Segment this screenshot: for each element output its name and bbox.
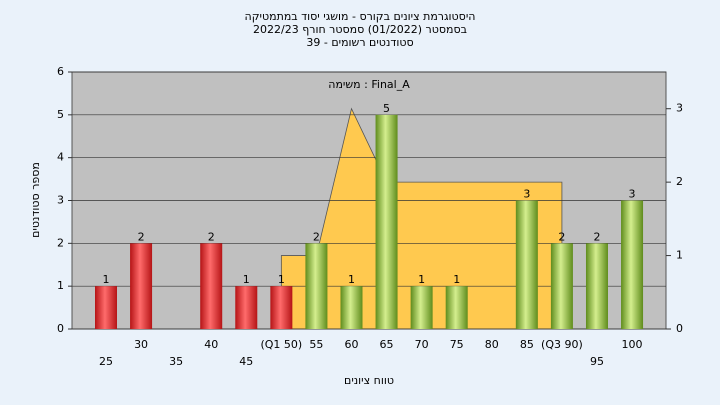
bar (445, 286, 468, 329)
y2-tick-label: 3 (676, 102, 683, 115)
value-label: 1 (103, 273, 110, 286)
value-label: 1 (418, 273, 425, 286)
value-label: 3 (629, 188, 636, 201)
x-tick-label: 35 (169, 355, 183, 368)
value-label: 3 (523, 188, 530, 201)
x-tick-label: 65 (380, 338, 394, 351)
bar (305, 243, 328, 329)
bar (550, 243, 573, 329)
y-tick-label: 6 (57, 65, 64, 78)
value-label: 2 (593, 230, 600, 243)
value-label: 2 (558, 230, 565, 243)
chart-subtitle: בסמסטר (01/2022) סמסטר חורף 2022/23 (253, 23, 467, 36)
bar (410, 286, 433, 329)
bar (95, 286, 117, 329)
y-tick-label: 3 (57, 194, 64, 207)
y2-tick-label: 1 (676, 249, 683, 262)
y2-tick-label: 0 (676, 322, 683, 335)
value-label: 1 (243, 273, 250, 286)
x-tick-label: 40 (204, 338, 218, 351)
x-tick-label: 100 (622, 338, 643, 351)
bar (515, 200, 538, 329)
value-label: 1 (348, 273, 355, 286)
x-tick-label: 70 (415, 338, 429, 351)
x-tick-label: 55 (309, 338, 323, 351)
bar (375, 114, 398, 329)
x-tick-label: 60 (344, 338, 358, 351)
x-tick-label: (Q3 90) (541, 338, 583, 351)
x-tick-label: 30 (134, 338, 148, 351)
x-tick-label: (Q1 50) (260, 338, 302, 351)
x-tick-label: 75 (450, 338, 464, 351)
y-axis-label: מספר סטודנטים (29, 162, 42, 238)
x-tick-label: 45 (239, 355, 253, 368)
bar (621, 200, 644, 329)
y-tick-label: 5 (57, 108, 64, 121)
value-label: 2 (313, 230, 320, 243)
bar (200, 243, 223, 329)
value-label: 2 (138, 230, 145, 243)
chart-title: היסטוגרמת ציונים בקורס - מושגי יסוד במתמ… (245, 10, 476, 23)
bar (270, 286, 293, 329)
x-tick-label: 85 (520, 338, 534, 351)
bar (235, 286, 258, 329)
x-tick-label: 80 (485, 338, 499, 351)
bar (130, 243, 153, 329)
annotation: משימה : Final_A (328, 78, 410, 91)
y-tick-label: 0 (57, 322, 64, 335)
value-label: 1 (278, 273, 285, 286)
y2-tick-label: 2 (676, 175, 683, 188)
value-label: 1 (453, 273, 460, 286)
y-tick-label: 2 (57, 236, 64, 249)
bar (585, 243, 608, 329)
x-axis-label: טווח ציונים (344, 374, 394, 387)
y-tick-label: 1 (57, 279, 64, 292)
x-tick-label: 25 (99, 355, 113, 368)
y-tick-label: 4 (57, 151, 64, 164)
chart-subtitle: סטודנטים רשומים - 39 (306, 36, 413, 49)
bar (340, 286, 363, 329)
x-tick-label: 95 (590, 355, 604, 368)
value-label: 5 (383, 102, 390, 115)
value-label: 2 (208, 230, 215, 243)
